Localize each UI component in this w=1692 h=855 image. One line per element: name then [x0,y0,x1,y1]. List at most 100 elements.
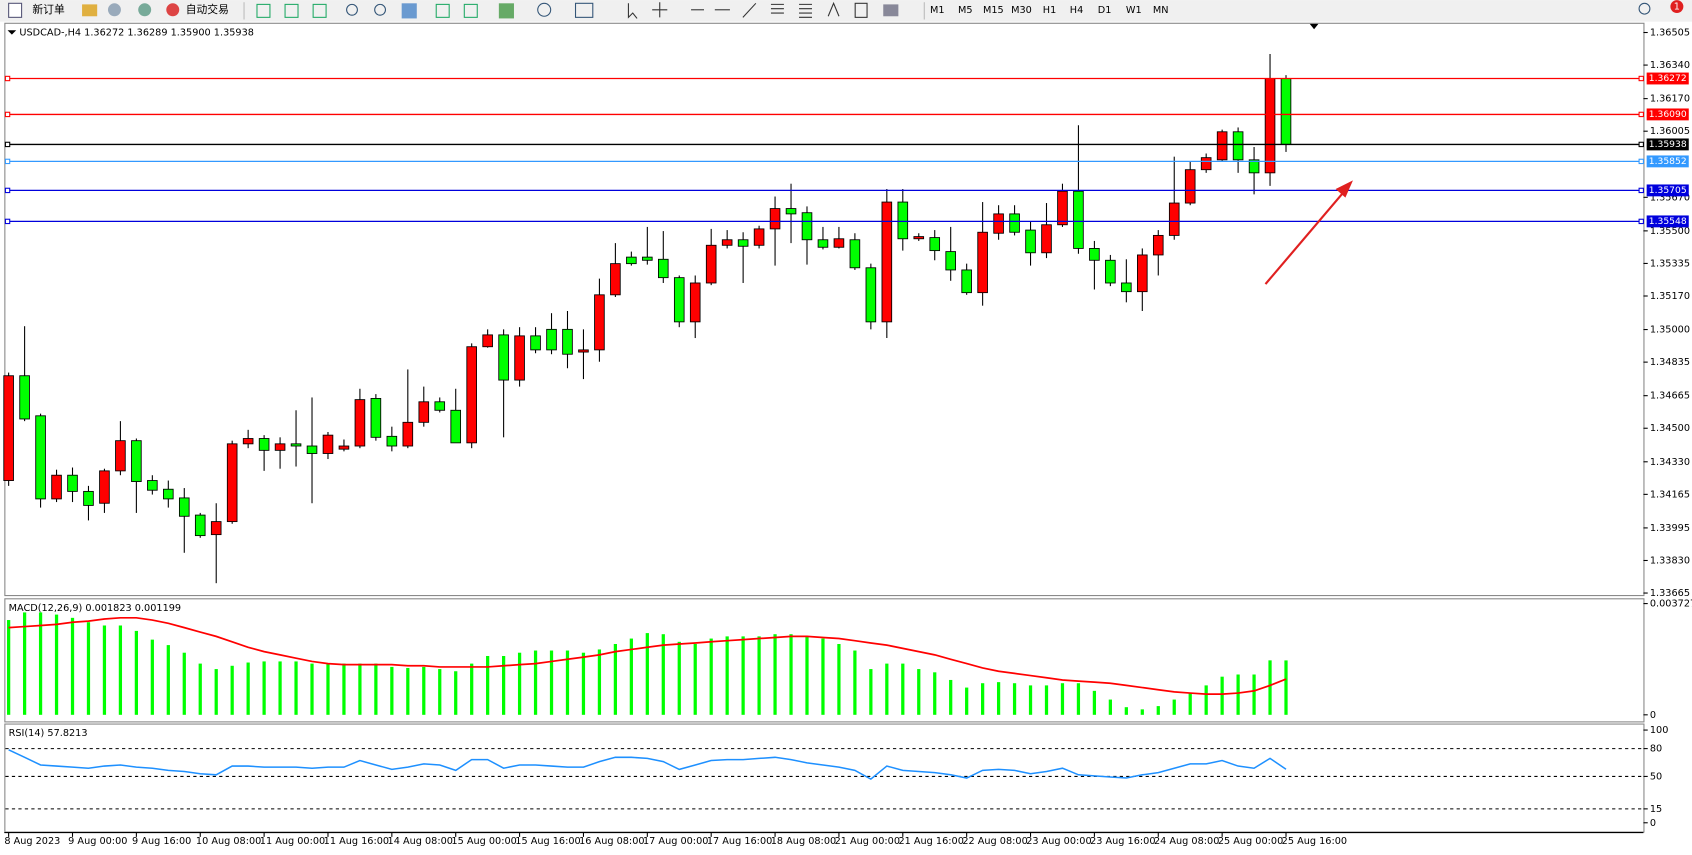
macd-bar [150,639,154,715]
candle-body [993,213,1004,234]
candle-body [562,328,573,355]
period-icon[interactable] [537,2,552,17]
channel-icon[interactable] [770,3,784,14]
template-icon[interactable] [574,2,594,18]
x-tick-label: 25 Aug 16:00 [1282,836,1347,847]
candle-body [961,269,972,294]
zoom-in-icon[interactable] [346,3,358,16]
macd-bar [709,638,713,715]
tool-icon[interactable] [435,3,450,18]
candle-body [450,409,462,444]
rsi-panel [4,723,1645,833]
annotation-arrow [1264,189,1347,285]
macd-bar [1124,707,1128,715]
tool-icon[interactable] [463,3,478,18]
macd-bar [390,666,394,715]
label-icon[interactable] [854,2,868,18]
macd-bar [438,669,442,715]
macd-bar [821,638,825,715]
new-order-button[interactable]: 新订单 [32,3,65,16]
tool-icon[interactable] [82,4,98,17]
candle-body [801,212,813,241]
fibo-icon[interactable] [799,3,812,18]
level-handle [4,75,11,82]
macd-bar [613,643,618,715]
cursor-icon[interactable] [627,3,638,19]
candle-body [242,438,254,445]
search-icon[interactable] [1638,2,1651,15]
tool-icon[interactable] [256,3,271,18]
candle-body [1073,190,1084,249]
macd-bar [917,669,921,715]
macd-bar [789,634,793,715]
y-tick-label: 1.34665 [1650,391,1690,402]
candle-body [1121,282,1132,293]
level-handle [1638,158,1644,165]
x-tick-label: 18 Aug 08:00 [771,836,836,847]
macd-bar [246,662,250,715]
tool-icon[interactable] [312,3,327,18]
level-handle [4,187,11,194]
candle-body [163,488,174,500]
timeframe-button[interactable]: M5 [958,5,973,16]
symbol-menu-icon[interactable] [7,30,17,35]
macd-bar [853,650,857,715]
y-tick-label: 1.35670 [1650,192,1690,203]
macd-bar [757,636,761,715]
auto-trade-icon[interactable] [166,3,180,17]
x-tick-label: 23 Aug 00:00 [1026,836,1091,847]
tool-icon[interactable] [107,3,121,17]
tile-icon[interactable] [401,3,417,19]
y-tick-label: 1.33995 [1650,523,1690,534]
timeframe-button[interactable]: MN [1153,5,1169,16]
timeframe-button[interactable]: D1 [1098,5,1112,16]
text-icon[interactable] [827,1,840,17]
y-tick-label: 1.34330 [1650,457,1690,468]
indicator-icon[interactable] [498,3,514,19]
arrow-icon[interactable] [883,4,899,17]
macd-bar [533,650,538,715]
crosshair-icon[interactable] [652,2,668,18]
timeframe-button[interactable]: H4 [1070,5,1083,16]
macd-bar [422,666,426,715]
x-tick-label: 24 Aug 08:00 [1154,836,1219,847]
macd-bar [869,669,873,715]
candle-body [386,435,398,447]
candle-body [434,401,446,411]
auto-trade-button[interactable]: 自动交易 [186,3,229,16]
candle-body [498,334,509,381]
macd-bar [1220,676,1224,715]
macd-bar [1204,685,1208,715]
candle-body [1105,259,1116,284]
level-label-box [1646,184,1689,197]
trendline-icon[interactable] [742,2,757,18]
macd-bar [1252,674,1256,715]
notification-badge[interactable] [1670,0,1684,14]
macd-bar [773,634,777,715]
candle-body [178,497,190,517]
macd-bar [741,636,745,715]
timeframe-button[interactable]: M1 [930,5,945,16]
timeframe-button[interactable]: M15 [983,5,1004,16]
y-tick-label: 15 [1650,804,1662,815]
timeframe-button[interactable]: M30 [1011,5,1032,16]
y-tick-label: 1.36505 [1650,28,1690,39]
x-tick-label: 17 Aug 16:00 [707,836,772,847]
macd-bar [278,661,282,715]
macd-bar [38,612,43,715]
candle-body [977,231,988,294]
zoom-out-icon[interactable] [374,3,387,16]
macd-bar [949,679,953,715]
candle-body [929,237,941,252]
timeframe-button[interactable]: H1 [1043,5,1056,16]
level-handle [4,111,11,118]
tool-icon[interactable] [138,3,152,17]
macd-bar [310,663,314,715]
candle-body [785,208,797,215]
timeframe-button[interactable]: W1 [1126,5,1142,16]
level-label: 1.35705 [1649,185,1687,196]
tool-icon[interactable] [284,3,299,18]
candle-body [1009,213,1020,233]
level-handle [1638,111,1644,118]
new-order-icon[interactable] [8,2,23,18]
